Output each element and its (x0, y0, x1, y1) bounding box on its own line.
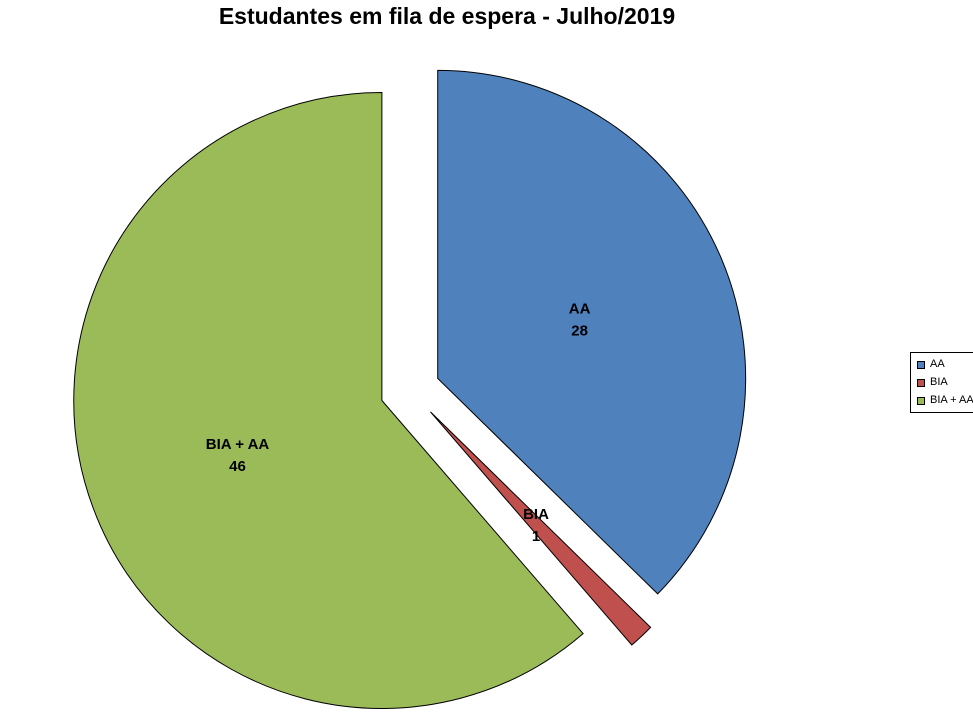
legend-label-bia-aa: BIA + AA (930, 394, 973, 406)
legend-item: BIA (917, 377, 973, 388)
legend-swatch-aa-icon (917, 360, 925, 369)
slice-label-aa: AA 28 (569, 301, 591, 340)
legend-label-aa: AA (930, 358, 945, 370)
legend-item: AA (917, 359, 973, 370)
pie-slice-aa (437, 69, 747, 595)
legend-swatch-bia-icon (917, 378, 925, 387)
pie-slice-bia (430, 411, 652, 646)
legend-label-bia: BIA (930, 376, 948, 388)
legend-swatch-bia-aa-icon (917, 396, 925, 405)
slice-label-bia: BIA 1 (523, 506, 549, 545)
pie-slice-bia-aa (73, 91, 584, 709)
legend: AA BIA BIA + AA (910, 352, 973, 413)
slice-label-bia-aa: BIA + AA 46 (206, 436, 270, 475)
chart-title: Estudantes em fila de espera - Julho/201… (218, 3, 676, 29)
legend-item: BIA + AA (917, 395, 973, 406)
